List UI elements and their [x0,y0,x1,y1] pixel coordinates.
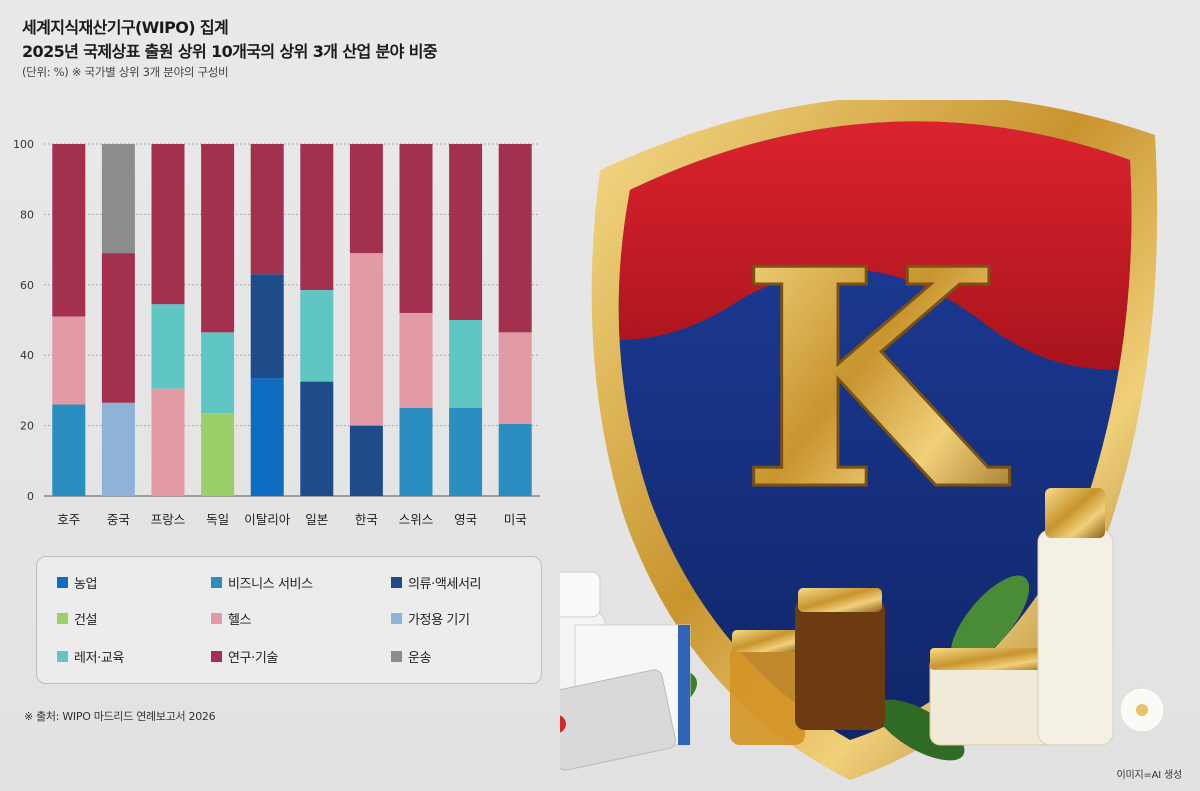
x-tick-label: 중국 [107,512,130,527]
serum-cap [1045,488,1105,538]
legend-item: 운송 [391,647,432,666]
x-tick-label: 이탈리아 [244,512,291,527]
legend-label: 비즈니스 서비스 [228,577,313,592]
legend-swatch [391,613,402,624]
y-tick-label: 60 [20,279,34,292]
bar-segment [498,332,532,424]
serum-bottle [1037,529,1114,746]
legend-item: 연구·기술 [211,647,278,666]
bar-segment [151,304,185,389]
legend-label: 연구·기술 [228,651,278,666]
legend-item: 건설 [57,609,98,628]
bar-segment [498,423,532,496]
source-note: ※ 출처: WIPO 마드리드 연례보고서 2026 [24,710,216,723]
legend-swatch [391,651,402,662]
legend-label: 운송 [408,651,432,666]
jar-lid [732,630,803,652]
bar-segment [52,144,86,317]
flower-center [1136,704,1148,716]
capsule [560,715,566,733]
x-tick-label: 호주 [57,512,80,527]
legend-label: 의류·액세서리 [408,577,482,592]
image-credit: 이미지=AI 생성 [1116,770,1182,781]
bar-segment [399,408,433,496]
flag-red-field [618,121,1132,370]
bar-segment [300,381,334,496]
legend: 농업 비즈니스 서비스 의류·액세서리 건설 헬스 가정용 기기 레저·교육 연… [36,556,542,684]
x-tick-label: 독일 [206,512,229,527]
legend-swatch [391,577,402,588]
bar-segment [201,144,235,333]
legend-swatch [211,613,222,624]
medicine-box-stripe [678,625,690,745]
bar-segment [52,316,86,405]
bar-segment [250,378,284,496]
jar-lid [798,588,882,612]
y-tick-label: 40 [20,349,34,362]
bar-segment [498,144,532,333]
bar-segment [349,425,383,496]
legend-item: 농업 [57,573,98,592]
bar-segment [201,332,235,414]
legend-swatch [57,577,68,588]
bar-segment [101,402,135,496]
chart-subtitle: 2025년 국제상표 출원 상위 10개국의 상위 3개 산업 분야 비중 [22,42,438,61]
legend-item: 가정용 기기 [391,609,470,628]
x-tick-label: 프랑스 [151,512,186,527]
y-tick-label: 0 [27,490,34,503]
bar-segment [300,290,334,382]
x-tick-label: 스위스 [399,512,434,527]
emblem-letter: K [740,203,1012,556]
x-tick-label: 영국 [454,512,477,527]
legend-label: 헬스 [228,613,252,628]
y-tick-label: 100 [13,138,34,151]
legend-item: 헬스 [211,609,252,628]
legend-item: 비즈니스 서비스 [211,573,313,592]
legend-swatch [57,613,68,624]
leaf [950,575,1030,665]
bar-segment [399,312,433,408]
bar-segment [101,253,135,403]
cream-lid [930,648,1060,670]
bar-segment [449,408,483,496]
bar-segment [349,253,383,426]
bottle-cap [560,571,601,618]
bar-segment [449,320,483,408]
supplement-jar [730,645,805,745]
bar-segment [349,144,383,254]
legend-item: 의류·액세서리 [391,573,481,592]
bar-segment [201,413,235,496]
legend-label: 건설 [74,613,98,628]
x-tick-label: 한국 [355,512,378,527]
legend-swatch [211,651,222,662]
bar-segment [52,404,86,496]
bar-segment [449,144,483,320]
legend-swatch [57,651,68,662]
chart-title: 세계지식재산기구(WIPO) 집계 [22,18,229,37]
unit-note: (단위: %) ※ 국가별 상위 3개 분야의 구성비 [22,65,229,79]
legend-swatch [211,577,222,588]
shield-illustration: K [560,100,1165,780]
y-tick-label: 20 [20,420,34,433]
legend-label: 레저·교육 [74,651,124,666]
legend-item: 레저·교육 [57,647,124,666]
legend-label: 농업 [74,577,98,592]
x-tick-label: 미국 [504,512,527,527]
supplement-jar [795,600,885,730]
legend-label: 가정용 기기 [408,613,470,628]
bar-segment [101,144,135,254]
stacked-bar-chart: 0 20 40 60 80 100 호주 중국 프랑스 독일 이탈리아 일본 한국 스위스 영국 미국 [13,138,540,527]
bar-segment [250,274,284,379]
y-tick-label: 80 [20,208,34,221]
bar-segment [151,388,185,496]
blister-pack [560,669,677,771]
bar-segment [300,144,334,291]
bar-segment [151,144,185,305]
bar-segment [399,144,433,313]
bar-segment [250,144,284,275]
x-tick-label: 일본 [305,512,328,527]
